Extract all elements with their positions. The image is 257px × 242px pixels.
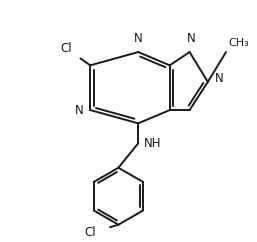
Text: CH₃: CH₃ (228, 38, 249, 48)
Text: N: N (75, 104, 83, 117)
Text: N: N (187, 32, 196, 45)
Text: NH: NH (144, 137, 162, 150)
Text: Cl: Cl (60, 42, 72, 54)
Text: N: N (134, 32, 143, 45)
Text: Cl: Cl (85, 226, 96, 239)
Text: N: N (215, 72, 223, 85)
